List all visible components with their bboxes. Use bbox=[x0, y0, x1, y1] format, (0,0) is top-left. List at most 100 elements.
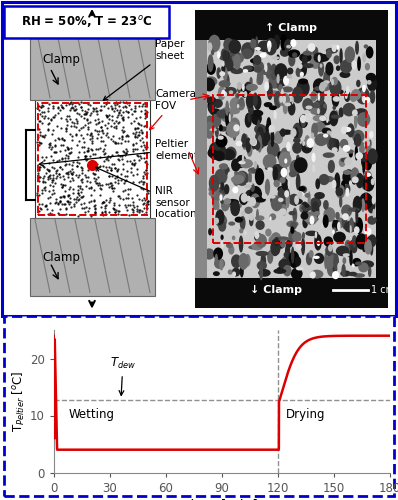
Ellipse shape bbox=[252, 242, 263, 250]
Ellipse shape bbox=[293, 254, 299, 272]
Ellipse shape bbox=[204, 122, 215, 139]
Ellipse shape bbox=[326, 254, 336, 270]
Ellipse shape bbox=[310, 108, 320, 115]
Ellipse shape bbox=[237, 82, 242, 90]
Ellipse shape bbox=[326, 49, 332, 58]
Ellipse shape bbox=[230, 68, 244, 74]
Ellipse shape bbox=[310, 102, 320, 114]
Ellipse shape bbox=[232, 171, 240, 186]
Ellipse shape bbox=[314, 86, 322, 93]
Ellipse shape bbox=[366, 140, 370, 146]
Ellipse shape bbox=[232, 236, 235, 240]
Ellipse shape bbox=[355, 217, 363, 234]
Ellipse shape bbox=[363, 170, 372, 181]
Ellipse shape bbox=[246, 182, 253, 186]
Ellipse shape bbox=[229, 90, 233, 94]
Ellipse shape bbox=[206, 260, 212, 270]
Ellipse shape bbox=[354, 226, 360, 234]
Ellipse shape bbox=[310, 91, 317, 102]
Ellipse shape bbox=[218, 126, 228, 132]
Ellipse shape bbox=[340, 270, 351, 276]
Ellipse shape bbox=[255, 132, 261, 142]
Ellipse shape bbox=[367, 80, 372, 84]
Ellipse shape bbox=[284, 39, 292, 50]
Ellipse shape bbox=[226, 199, 239, 205]
Ellipse shape bbox=[313, 100, 327, 116]
Ellipse shape bbox=[302, 140, 305, 146]
Ellipse shape bbox=[256, 220, 265, 230]
Ellipse shape bbox=[312, 152, 316, 162]
Ellipse shape bbox=[247, 144, 252, 157]
Ellipse shape bbox=[215, 254, 218, 268]
Ellipse shape bbox=[254, 233, 262, 241]
Ellipse shape bbox=[265, 64, 267, 72]
Ellipse shape bbox=[343, 170, 352, 175]
Ellipse shape bbox=[207, 99, 213, 112]
Ellipse shape bbox=[263, 154, 277, 169]
Ellipse shape bbox=[228, 270, 232, 274]
Ellipse shape bbox=[304, 114, 312, 122]
Ellipse shape bbox=[345, 92, 348, 99]
Ellipse shape bbox=[234, 52, 238, 56]
Ellipse shape bbox=[248, 167, 261, 173]
Ellipse shape bbox=[287, 68, 293, 74]
Ellipse shape bbox=[225, 100, 229, 116]
Ellipse shape bbox=[312, 46, 318, 56]
Ellipse shape bbox=[211, 114, 221, 128]
Ellipse shape bbox=[219, 80, 230, 88]
Ellipse shape bbox=[317, 240, 320, 246]
Ellipse shape bbox=[250, 38, 256, 48]
Ellipse shape bbox=[217, 136, 222, 148]
Ellipse shape bbox=[227, 52, 240, 56]
Ellipse shape bbox=[300, 72, 304, 77]
Ellipse shape bbox=[296, 79, 310, 97]
Ellipse shape bbox=[345, 56, 350, 68]
Ellipse shape bbox=[220, 234, 224, 240]
Ellipse shape bbox=[367, 196, 375, 214]
Ellipse shape bbox=[368, 266, 371, 277]
Ellipse shape bbox=[258, 269, 271, 277]
Bar bbox=[35, 100, 150, 218]
Ellipse shape bbox=[207, 54, 214, 72]
Ellipse shape bbox=[326, 120, 328, 123]
Ellipse shape bbox=[271, 239, 279, 256]
Ellipse shape bbox=[279, 200, 287, 207]
Ellipse shape bbox=[348, 272, 357, 276]
Ellipse shape bbox=[370, 90, 375, 104]
Ellipse shape bbox=[254, 95, 261, 110]
Ellipse shape bbox=[331, 77, 338, 86]
Ellipse shape bbox=[325, 72, 330, 85]
Ellipse shape bbox=[253, 149, 257, 152]
Ellipse shape bbox=[278, 198, 284, 202]
Ellipse shape bbox=[230, 200, 240, 216]
Ellipse shape bbox=[299, 186, 307, 194]
Ellipse shape bbox=[236, 170, 249, 186]
Ellipse shape bbox=[250, 138, 256, 145]
Ellipse shape bbox=[261, 46, 272, 52]
Ellipse shape bbox=[361, 89, 365, 100]
Ellipse shape bbox=[326, 48, 338, 54]
Ellipse shape bbox=[216, 109, 230, 118]
Ellipse shape bbox=[328, 160, 335, 173]
Ellipse shape bbox=[314, 52, 325, 63]
Text: Camera
FOV: Camera FOV bbox=[150, 89, 196, 130]
Ellipse shape bbox=[321, 176, 334, 182]
Ellipse shape bbox=[363, 175, 375, 192]
Ellipse shape bbox=[336, 188, 343, 196]
Ellipse shape bbox=[318, 82, 331, 92]
Ellipse shape bbox=[289, 251, 299, 268]
Ellipse shape bbox=[264, 102, 273, 108]
Ellipse shape bbox=[338, 90, 344, 94]
Ellipse shape bbox=[269, 72, 281, 88]
Ellipse shape bbox=[306, 138, 314, 148]
Ellipse shape bbox=[265, 166, 271, 170]
Ellipse shape bbox=[214, 151, 225, 162]
Ellipse shape bbox=[302, 217, 308, 228]
Ellipse shape bbox=[367, 77, 377, 92]
Ellipse shape bbox=[207, 148, 218, 158]
Ellipse shape bbox=[265, 38, 277, 56]
Ellipse shape bbox=[342, 170, 355, 185]
Ellipse shape bbox=[241, 259, 248, 268]
Ellipse shape bbox=[244, 184, 252, 188]
Ellipse shape bbox=[219, 163, 228, 170]
